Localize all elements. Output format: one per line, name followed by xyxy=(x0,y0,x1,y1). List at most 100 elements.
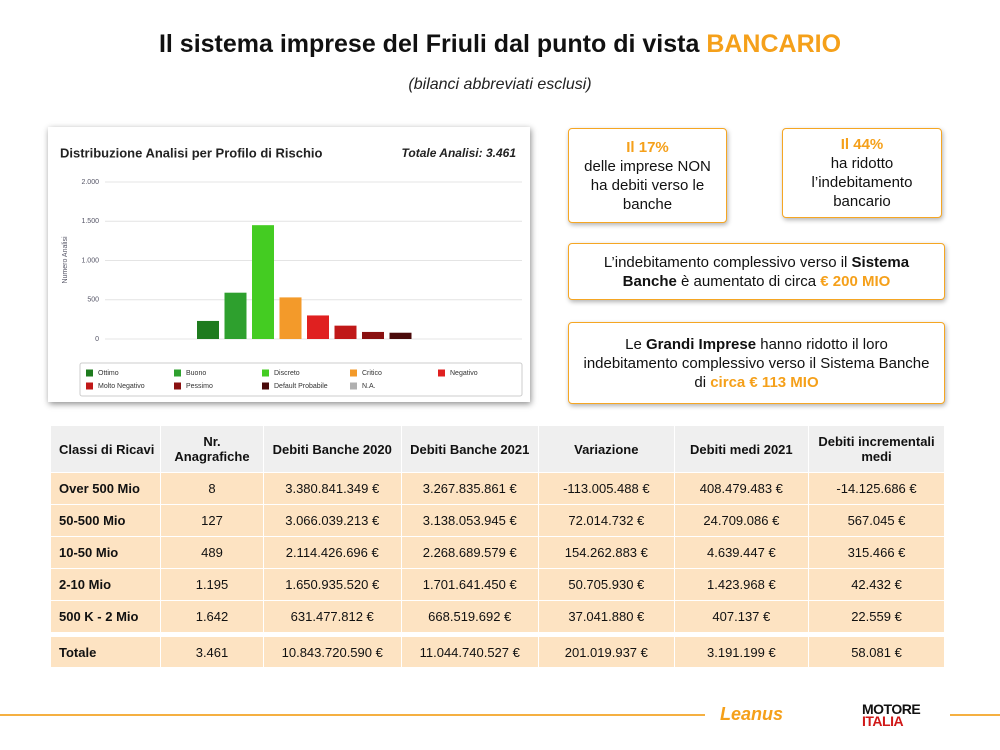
table-cell: 3.138.053.945 € xyxy=(400,504,539,537)
header-row: Classi di Ricavi Nr. Anagrafiche Debiti Ba… xyxy=(49,425,945,473)
table-cell: 24.709.086 € xyxy=(673,504,810,537)
bar xyxy=(252,225,274,339)
bar xyxy=(279,297,302,339)
callout-text: L’indebitamento complessivo verso il Sis… xyxy=(579,253,934,291)
logo-italia: ITALIA xyxy=(862,713,904,729)
callout: Il 17% delle imprese NON ha debiti verso … xyxy=(568,128,727,223)
callout-text: Il 44% ha ridotto l’indebitamento bancari… xyxy=(793,135,931,211)
table-cell: 408.479.483 € xyxy=(673,472,810,505)
callout-part: circa € 113 MIO xyxy=(710,373,819,391)
table-cell: 3.066.039.213 € xyxy=(262,504,402,537)
table-cell: 1.650.935.520 € xyxy=(262,568,402,601)
table-cell: -113.005.488 € xyxy=(537,472,675,505)
legend-swatch xyxy=(350,369,357,377)
table-cell: 407.137 € xyxy=(673,600,810,635)
bar xyxy=(362,331,384,339)
callout-part: è aumentato di circa xyxy=(681,272,817,290)
total-cell: 3.191.199 € xyxy=(673,632,810,668)
table-cell: 668.519.692 € xyxy=(400,600,539,635)
table-cell: 154.262.883 € xyxy=(537,536,675,569)
bar xyxy=(389,332,412,339)
y-tick-label: 2.000 xyxy=(81,179,99,186)
table-cell: 50-500 Mio xyxy=(49,504,162,537)
callout-part: Il 17% xyxy=(626,138,669,156)
table-cell: 315.466 € xyxy=(808,536,945,569)
total-cell: 201.019.937 € xyxy=(537,632,675,668)
table-row: 50-500 Mio 127 3.066.039.213 €3.138.053.94… xyxy=(49,504,945,537)
legend-label: Buono xyxy=(186,370,206,377)
table-cell: 1.642 xyxy=(160,600,264,635)
total-cell: 10.843.720.590 € xyxy=(262,632,402,668)
y-tick-label: 1.000 xyxy=(81,257,99,264)
callout-part: L’indebitamento complessivo verso il xyxy=(603,253,848,271)
total-cell: 11.044.740.527 € xyxy=(400,632,539,668)
legend-label: Default Probabile xyxy=(274,383,328,390)
table-cell: 50.705.930 € xyxy=(537,568,675,601)
header-cell: Debiti medi 2021 xyxy=(673,425,810,473)
logo-leanus: Leanus xyxy=(720,704,784,724)
slide-title: Il sistema imprese del Friuli dal punto … xyxy=(0,30,1000,59)
callout-part: Le xyxy=(625,335,642,353)
callout-part: Grandi Imprese xyxy=(646,335,757,353)
bar xyxy=(307,315,329,339)
table-row: Over 500 Mio 8 3.380.841.349 €3.267.835.86… xyxy=(49,472,945,505)
legend-swatch xyxy=(86,369,93,377)
logo-motore-italia: MOTORE ITALIA xyxy=(862,702,921,729)
table-cell: -14.125.686 € xyxy=(808,472,945,505)
callout-part: Il 44% xyxy=(840,136,884,153)
callout-text: Le Grandi Imprese hanno ridotto il loro … xyxy=(579,335,934,392)
data-table: Classi di Ricavi Nr. Anagrafiche Debiti Ba… xyxy=(49,425,945,668)
legend-label: Negativo xyxy=(450,370,478,377)
callout-text: Il 17% delle imprese NON ha debiti verso … xyxy=(579,138,716,214)
chart-annotation: Totale Analisi: 3.461 xyxy=(402,146,517,160)
legend-label: Critico xyxy=(362,370,382,377)
legend-swatch xyxy=(174,369,181,377)
table-cell: 127 xyxy=(160,504,264,537)
table-cell: 500 K - 2 Mio xyxy=(49,600,162,635)
total-cell: 3.461 xyxy=(160,632,264,668)
table-cell: 631.477.812 € xyxy=(262,600,402,635)
table-cell: Over 500 Mio xyxy=(49,472,162,505)
footer-line xyxy=(950,714,1000,716)
table-cell: 3.380.841.349 € xyxy=(262,472,402,505)
legend-swatch xyxy=(174,382,181,390)
table-cell: 1.701.641.450 € xyxy=(400,568,539,601)
table-row: 2-10 Mio 1.195 1.650.935.520 €1.701.641.45… xyxy=(49,568,945,601)
table-cell: 42.432 € xyxy=(808,568,945,601)
legend-swatch xyxy=(262,369,269,377)
table-cell: 2.114.426.696 € xyxy=(262,536,402,569)
table-cell: 37.041.880 € xyxy=(537,600,675,635)
table-row: 10-50 Mio 489 2.114.426.696 €2.268.689.579… xyxy=(49,536,945,569)
legend-label: Pessimo xyxy=(186,383,213,390)
total-cell: 58.081 € xyxy=(808,632,945,668)
callout: Il 44% ha ridotto l’indebitamento bancari… xyxy=(782,128,942,218)
table-cell: 2.268.689.579 € xyxy=(400,536,539,569)
table-cell: 8 xyxy=(160,472,264,505)
header-cell: Classi di Ricavi xyxy=(49,425,162,473)
table-cell: 22.559 € xyxy=(808,600,945,635)
callout: L’indebitamento complessivo verso il Sis… xyxy=(568,243,945,300)
subtitle: (bilanci abbreviati esclusi) xyxy=(408,76,592,93)
bar xyxy=(334,325,357,339)
table-cell: 567.045 € xyxy=(808,504,945,537)
legend-swatch xyxy=(350,382,357,390)
footer-line xyxy=(0,714,705,716)
header-cell: Variazione xyxy=(537,425,675,473)
legend-label: Ottimo xyxy=(98,370,119,377)
legend-box xyxy=(79,362,523,397)
callout: Le Grandi Imprese hanno ridotto il loro … xyxy=(568,322,945,404)
header-cell: Nr. Anagrafiche xyxy=(160,425,264,473)
legend-swatch xyxy=(262,382,269,390)
y-tick-label: 500 xyxy=(87,297,99,304)
table-cell: 72.014.732 € xyxy=(537,504,675,537)
legend-label: Discreto xyxy=(274,370,300,377)
table-cell: 489 xyxy=(160,536,264,569)
legend-swatch xyxy=(86,382,93,390)
y-axis-label: Numero Analisi xyxy=(62,236,69,284)
table-cell: 4.639.447 € xyxy=(673,536,810,569)
chart-title: Distribuzione Analisi per Profilo di Ris… xyxy=(60,145,322,160)
title-text: Il sistema imprese del Friuli dal punto … xyxy=(158,30,700,58)
table-row: 500 K - 2 Mio 1.642 631.477.812 €668.519.6… xyxy=(49,600,945,635)
y-tick-label: 0 xyxy=(95,336,99,343)
